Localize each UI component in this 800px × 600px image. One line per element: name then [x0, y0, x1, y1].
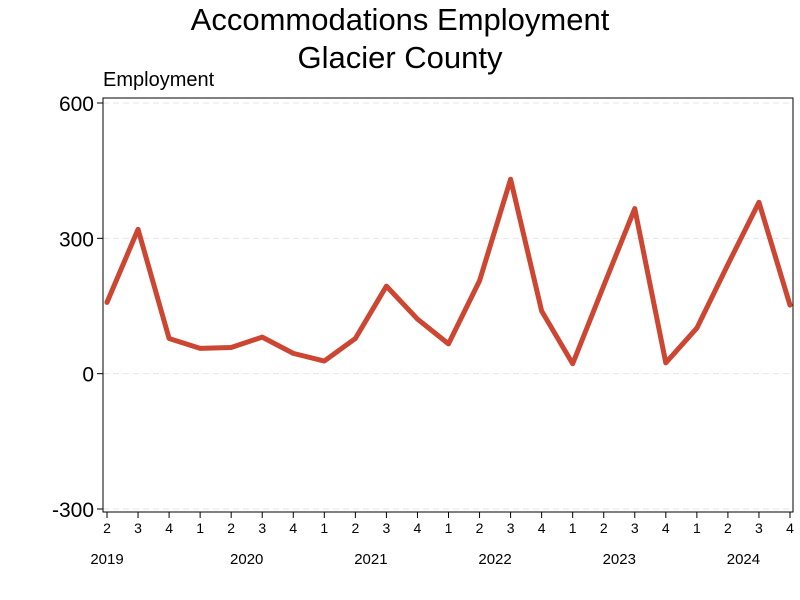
- x-tick-label: 3: [258, 520, 266, 536]
- y-tick-label: 0: [82, 364, 94, 387]
- x-tick-label: 3: [755, 520, 763, 536]
- x-tick-label: 2: [600, 520, 608, 536]
- plot-area-frame: [102, 97, 794, 513]
- x-tick-label: 1: [569, 520, 577, 536]
- x-axis: 2 3 4 1 2 3 4 1 2 3 4 1 2 3 4 1 2 3 4 1 2 3 4 2019 2020 2021 2022 2…: [90, 512, 794, 568]
- chart-title: Accommodations Employment Glacier County: [191, 2, 610, 75]
- x-tick-label: 2: [351, 520, 359, 536]
- x-year-label: 2023: [603, 551, 636, 568]
- x-tick-label: 1: [445, 520, 453, 536]
- y-tick-label: 300: [59, 228, 94, 251]
- x-tick-label: 1: [693, 520, 701, 536]
- x-tick-label: 4: [289, 520, 297, 536]
- gridlines: [103, 102, 793, 510]
- x-tick-label: 3: [134, 520, 142, 536]
- y-axis: 600 300 0 -300: [52, 93, 103, 522]
- x-tick-label: 3: [383, 520, 391, 536]
- x-tick-label: 4: [662, 520, 670, 536]
- y-tick-label: 600: [59, 93, 94, 116]
- y-tick-label: -300: [52, 499, 94, 522]
- x-tick-label: 4: [538, 520, 546, 536]
- x-year-label: 2022: [478, 551, 511, 568]
- x-year-label: 2021: [354, 551, 387, 568]
- x-tick-label: 1: [196, 520, 204, 536]
- y-axis-label: Employment: [103, 69, 215, 91]
- x-tick-label: 2: [227, 520, 235, 536]
- x-tick-label: 3: [631, 520, 639, 536]
- series-line: [104, 176, 793, 367]
- series-layer: [104, 176, 793, 367]
- x-tick-label: 3: [507, 520, 515, 536]
- x-tick-label: 4: [414, 520, 422, 536]
- x-tick-label: 4: [165, 520, 173, 536]
- x-year-label: 2020: [230, 551, 263, 568]
- x-tick-label: 2: [476, 520, 484, 536]
- x-tick-label: 2: [103, 520, 111, 536]
- x-year-label: 2019: [90, 551, 123, 568]
- x-year-label: 2024: [727, 551, 760, 568]
- chart-title-line-1: Accommodations Employment: [191, 2, 610, 37]
- x-tick-label: 4: [786, 520, 794, 536]
- x-tick-label: 1: [320, 520, 328, 536]
- x-tick-label: 2: [724, 520, 732, 536]
- chart-title-line-2: Glacier County: [297, 40, 503, 75]
